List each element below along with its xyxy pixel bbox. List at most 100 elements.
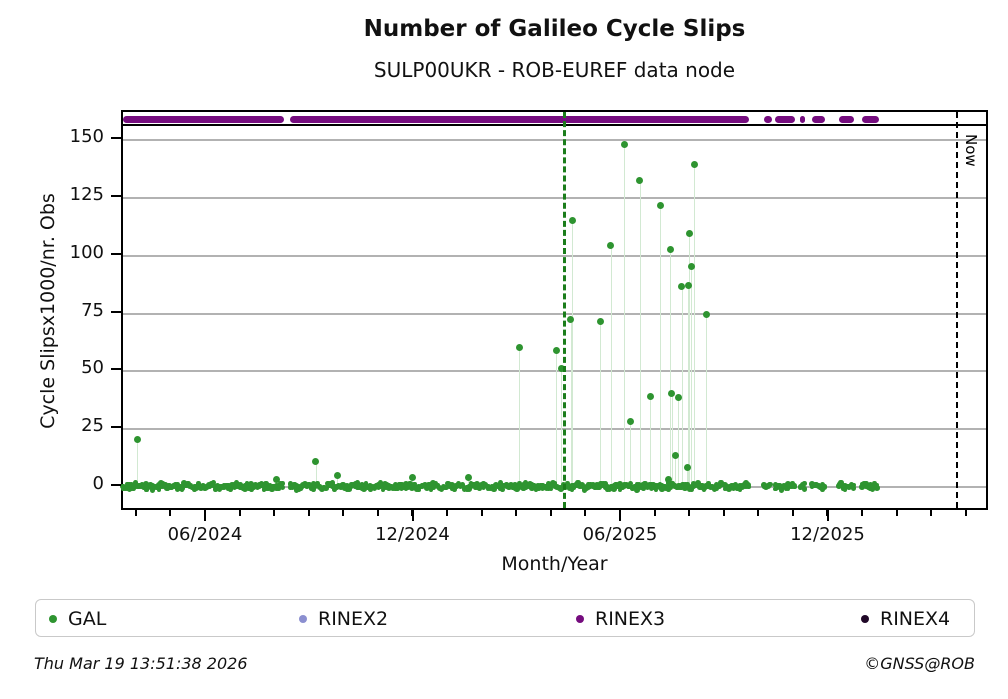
- gal-point: [273, 476, 281, 484]
- gal-baseline-point: [491, 486, 497, 493]
- x-minor-tick: [653, 510, 656, 516]
- x-axis-label: Month/Year: [501, 553, 608, 575]
- x-minor-tick: [722, 510, 725, 516]
- y-tick-label-150: 150: [69, 126, 104, 147]
- gal-baseline-point: [822, 484, 828, 489]
- gal-baseline-point: [392, 481, 399, 488]
- event-date-line: [562, 112, 566, 508]
- gal-stem: [561, 368, 563, 487]
- x-minor-tick: [446, 510, 449, 516]
- gal-point: [620, 141, 628, 149]
- gal-baseline-point: [730, 485, 737, 491]
- gal-point: [515, 344, 523, 352]
- y-tick-label-0: 0: [92, 473, 104, 494]
- gal-stem: [519, 347, 521, 487]
- gal-point: [671, 452, 679, 460]
- rinex3-band-segment: [763, 115, 773, 123]
- gal-point: [464, 474, 472, 482]
- gal-point: [685, 229, 693, 237]
- gal-stem: [688, 285, 690, 487]
- legend-item-rinex4: RINEX4: [861, 600, 950, 638]
- gal-baseline-point: [344, 483, 350, 490]
- gal-baseline-point: [227, 487, 233, 492]
- gal-stem: [630, 421, 631, 487]
- x-major-tick-12/2025: [826, 510, 829, 521]
- gal-stem: [337, 475, 339, 487]
- gal-stem: [137, 439, 139, 487]
- gal-baseline-point: [451, 487, 457, 492]
- gal-baseline-point: [193, 485, 200, 491]
- gal-baseline-point: [659, 486, 665, 493]
- gal-baseline-point: [701, 487, 707, 493]
- x-minor-tick: [861, 510, 864, 516]
- x-minor-tick: [134, 510, 137, 516]
- gal-point: [674, 394, 682, 402]
- gal-baseline-point: [315, 481, 321, 486]
- gal-baseline-point: [874, 482, 880, 488]
- gal-baseline-point: [778, 487, 785, 493]
- x-minor-tick: [273, 510, 276, 516]
- legend-item-rinex2: RINEX2: [299, 600, 388, 638]
- y-tick-100: [111, 252, 121, 255]
- gal-baseline-point: [329, 480, 336, 486]
- gal-point: [678, 283, 686, 291]
- chart-subtitle: SULP00UKR - ROB-EUREF data node: [373, 58, 736, 82]
- gal-baseline-point: [694, 479, 701, 486]
- gal-baseline-point: [380, 487, 386, 493]
- gal-stem: [624, 144, 626, 487]
- gal-stem: [315, 461, 317, 487]
- gal-baseline-point: [443, 485, 449, 490]
- gal-stem: [650, 396, 652, 487]
- gal-stem: [570, 319, 572, 487]
- x-minor-tick: [757, 510, 760, 516]
- x-tick-label-12/2025: 12/2025: [790, 524, 865, 545]
- gal-stem: [694, 164, 696, 487]
- gal-baseline-point: [412, 481, 417, 487]
- gal-stem: [468, 477, 470, 487]
- gal-baseline-point: [323, 485, 329, 491]
- legend-dot-rinex3: [576, 615, 584, 623]
- gal-baseline-point: [435, 482, 440, 488]
- gal-baseline-point: [361, 486, 367, 492]
- x-major-tick-06/2024: [204, 510, 206, 521]
- x-minor-tick: [584, 510, 587, 516]
- gal-baseline-point: [634, 487, 640, 493]
- x-tick-label-06/2024: 06/2024: [167, 524, 243, 545]
- x-tick-label-06/2025: 06/2025: [582, 524, 658, 545]
- legend-item-gal: GAL: [49, 600, 106, 638]
- gal-stem: [639, 180, 641, 487]
- rinex3-band-segment: [123, 115, 284, 123]
- gal-point: [684, 281, 692, 289]
- gal-baseline-point: [466, 486, 472, 492]
- x-minor-tick: [930, 510, 933, 516]
- gal-point: [636, 176, 644, 184]
- gal-point: [646, 392, 654, 400]
- plot-area: Now: [120, 110, 988, 510]
- gal-baseline-point: [820, 487, 825, 493]
- y-tick-label-50: 50: [81, 357, 104, 379]
- gal-stem: [706, 314, 708, 487]
- gal-baseline-point: [610, 486, 617, 492]
- gal-point: [656, 202, 664, 210]
- gal-baseline-point: [179, 487, 185, 492]
- gal-point: [568, 216, 576, 224]
- x-minor-tick: [307, 510, 310, 516]
- gridline-y50: [123, 370, 986, 373]
- x-minor-tick: [238, 510, 241, 516]
- gal-baseline-point: [363, 481, 369, 486]
- gal-stem: [572, 220, 574, 487]
- gal-baseline-point: [225, 482, 231, 489]
- gal-baseline-point: [726, 486, 733, 492]
- legend: GAL RINEX2 RINEX3 RINEX4: [35, 599, 975, 637]
- gal-stem: [671, 393, 673, 487]
- gal-baseline-point: [480, 484, 487, 490]
- gal-baseline-point: [287, 480, 294, 487]
- y-tick-label-125: 125: [69, 183, 104, 205]
- gal-baseline-point: [642, 480, 649, 487]
- gal-point: [666, 246, 674, 254]
- gal-point: [690, 161, 698, 169]
- legend-item-rinex3: RINEX3: [576, 600, 665, 638]
- gal-baseline-point: [517, 481, 522, 486]
- gal-baseline-point: [143, 481, 149, 487]
- gal-stem: [610, 245, 612, 487]
